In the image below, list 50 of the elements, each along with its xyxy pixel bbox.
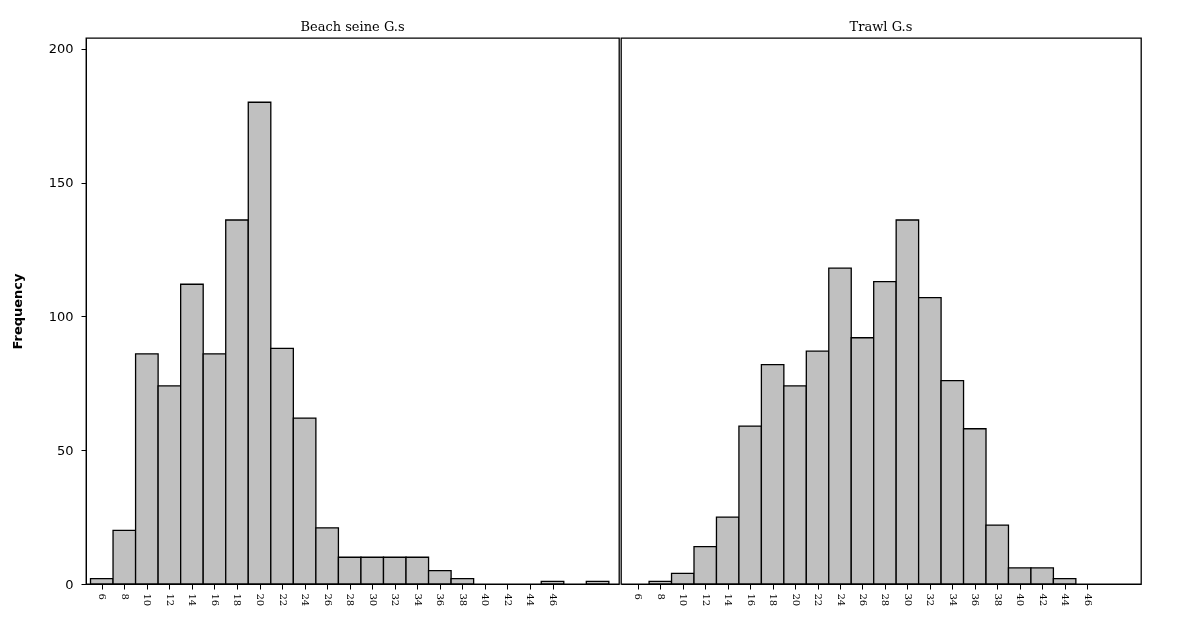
y-axis-title: Frequency bbox=[9, 272, 25, 350]
x-tick-label: 10 bbox=[678, 593, 690, 607]
x-tick-label: 34 bbox=[412, 593, 424, 607]
x-tick-label: 42 bbox=[1037, 593, 1049, 607]
x-tick-label: 12 bbox=[700, 593, 712, 607]
x-tick-label: 30 bbox=[902, 593, 914, 607]
x-tick-label: 46 bbox=[1082, 593, 1094, 607]
x-tick-label: 16 bbox=[209, 593, 221, 607]
x-tick-label: 8 bbox=[119, 593, 131, 600]
x-tick-label: 44 bbox=[525, 593, 537, 607]
x-tick-label: 20 bbox=[255, 593, 267, 607]
y-tick-label: 100 bbox=[48, 308, 74, 324]
x-tick-label: 24 bbox=[300, 593, 312, 607]
x-tick-label: 46 bbox=[548, 593, 560, 607]
x-tick-label: 40 bbox=[480, 593, 492, 607]
x-tick-label: 40 bbox=[1015, 593, 1027, 607]
y-tick-label: 50 bbox=[56, 442, 74, 458]
x-tick-label: 28 bbox=[345, 593, 357, 607]
chart-title: Beach seine G.s bbox=[300, 19, 405, 34]
x-tick-label: 14 bbox=[187, 593, 199, 607]
x-tick-label: 18 bbox=[768, 593, 780, 607]
x-tick-label: 22 bbox=[277, 593, 289, 607]
y-tick-label: 200 bbox=[48, 41, 74, 57]
x-tick-label: 34 bbox=[947, 593, 959, 607]
x-tick-label: 28 bbox=[880, 593, 892, 607]
x-tick-label: 44 bbox=[1060, 593, 1072, 607]
x-tick-label: 30 bbox=[367, 593, 379, 607]
x-tick-label: 20 bbox=[790, 593, 802, 607]
x-tick-label: 16 bbox=[745, 593, 757, 607]
x-tick-label: 26 bbox=[857, 593, 869, 607]
x-tick-label: 14 bbox=[723, 593, 735, 607]
x-tick-label: 22 bbox=[813, 593, 825, 607]
x-tick-label: 26 bbox=[322, 593, 334, 607]
chart-title: Trawl G.s bbox=[849, 19, 913, 34]
x-tick-label: 8 bbox=[655, 593, 667, 600]
x-tick-label: 38 bbox=[992, 593, 1004, 607]
y-tick-label: 0 bbox=[65, 576, 74, 592]
x-tick-label: 36 bbox=[970, 593, 982, 607]
x-tick-label: 36 bbox=[435, 593, 447, 607]
x-tick-label: 12 bbox=[164, 593, 176, 607]
x-tick-label: 10 bbox=[142, 593, 154, 607]
x-tick-label: 24 bbox=[835, 593, 847, 607]
x-tick-label: 38 bbox=[457, 593, 469, 607]
x-tick-label: 6 bbox=[633, 593, 645, 600]
x-tick-label: 6 bbox=[97, 593, 109, 600]
x-tick-label: 18 bbox=[232, 593, 244, 607]
y-tick-label: 150 bbox=[48, 175, 74, 191]
x-tick-label: 42 bbox=[502, 593, 514, 607]
x-tick-label: 32 bbox=[925, 593, 937, 607]
x-tick-label: 32 bbox=[390, 593, 402, 607]
